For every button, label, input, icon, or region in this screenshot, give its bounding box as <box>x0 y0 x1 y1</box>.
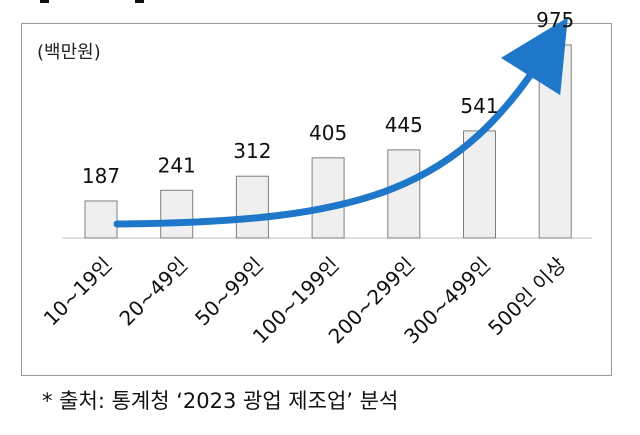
bar-5 <box>463 130 496 239</box>
value-label-6: 975 <box>536 8 574 32</box>
value-label-3: 405 <box>309 121 347 145</box>
bars-layer <box>62 44 592 239</box>
bar-4 <box>387 149 421 239</box>
value-label-2: 312 <box>233 139 271 163</box>
category-label-6: 500인 이상 <box>483 253 570 340</box>
bar-1 <box>160 189 194 239</box>
decoration-tick <box>135 0 144 3</box>
category-labels-layer: 10~19인20~49인50~99인100~199인200~299인300~49… <box>39 253 571 349</box>
bar-3 <box>311 157 345 239</box>
value-label-5: 541 <box>460 94 498 118</box>
trend-arrow-layer <box>113 17 568 228</box>
value-label-4: 445 <box>385 113 423 137</box>
value-labels-layer: 187 241 312 405 445 541 975 <box>82 8 574 188</box>
source-note: * 출처: 통계청 ‘2023 광업 제조업’ 분석 <box>42 389 399 413</box>
decoration-tick <box>40 0 49 3</box>
bar-2 <box>235 175 269 239</box>
value-label-0: 187 <box>82 164 120 188</box>
trend-arrow <box>113 17 568 228</box>
bar-6 <box>538 44 572 239</box>
category-label-0: 10~19인 <box>39 253 117 331</box>
value-label-1: 241 <box>158 153 196 177</box>
category-label-2: 50~99인 <box>190 253 268 331</box>
top-decoration <box>40 0 150 10</box>
category-label-1: 20~49인 <box>114 253 192 331</box>
unit-label: (백만원) <box>37 42 101 63</box>
bar-0 <box>84 200 118 239</box>
